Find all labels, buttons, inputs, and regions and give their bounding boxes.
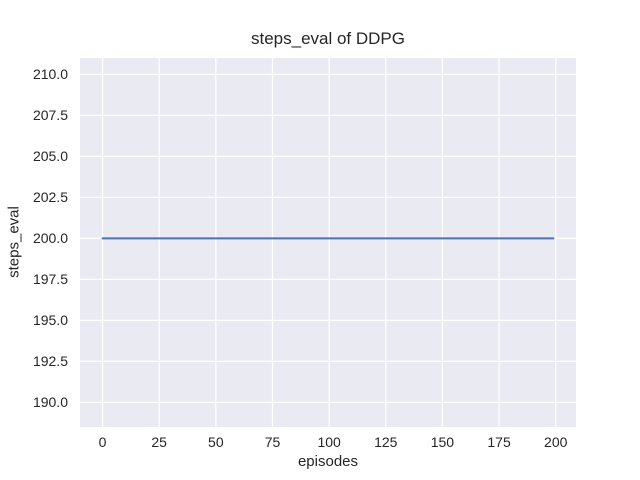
plot-area [80, 58, 576, 427]
x-tick-label: 200 [544, 434, 568, 450]
x-tick-label: 25 [151, 434, 167, 450]
axes-background [80, 58, 576, 427]
y-tick-label: 205.0 [32, 148, 68, 165]
x-tick-label: 175 [487, 434, 511, 450]
y-tick-label: 197.5 [32, 271, 68, 288]
x-tick-label: 100 [317, 434, 341, 450]
line-chart-canvas [80, 58, 576, 427]
y-tick-label: 195.0 [32, 312, 68, 329]
x-tick-label: 150 [430, 434, 455, 450]
y-tick-label: 200.0 [32, 230, 68, 247]
y-tick-label: 210.0 [32, 66, 68, 83]
y-tick-label: 192.5 [32, 353, 68, 370]
x-tick-label: 75 [264, 434, 281, 450]
x-tick-label: 125 [374, 434, 398, 450]
x-tick-label: 50 [208, 434, 224, 450]
x-tick-label: 0 [98, 434, 107, 450]
x-axis-label: episodes [297, 453, 359, 470]
y-tick-label: 202.5 [32, 189, 68, 206]
y-tick-label: 207.5 [32, 107, 68, 124]
y-tick-label: 190.0 [32, 394, 68, 411]
chart-title: steps_eval of DDPG [250, 29, 405, 48]
